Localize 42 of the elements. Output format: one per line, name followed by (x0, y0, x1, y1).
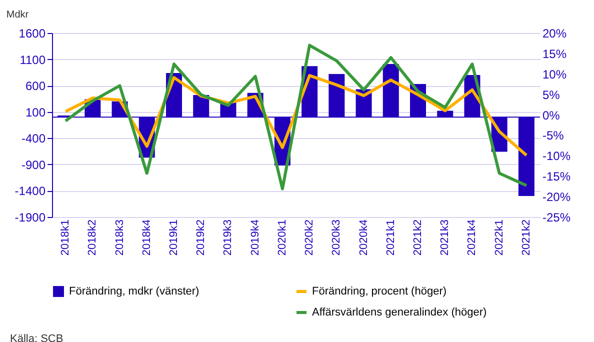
legend-label: Affärsvärldens generalindex (höger) (312, 306, 487, 318)
legend-label: Förändring, mdkr (vänster) (69, 286, 200, 298)
y-tick-label: 100 (25, 105, 46, 120)
y-tick-label: 600 (25, 79, 46, 94)
y2-tick-label: -5% (542, 128, 564, 143)
x-tick-label: 2020k3 (330, 220, 343, 256)
x-tick-label: 2021k4 (466, 220, 478, 256)
y2-tick-label: 15% (542, 46, 567, 61)
y2-tick-label: 0% (542, 108, 560, 122)
y-tick-label: -1900 (14, 210, 46, 224)
x-tick-label: 2020k1 (276, 220, 288, 256)
x-tick-label: 2021k1 (384, 220, 397, 256)
x-tick-label: 2018k3 (114, 220, 126, 256)
y2-tick-label: 20% (542, 26, 567, 40)
y-tick-label: 1100 (20, 52, 46, 67)
x-tick-label: 2018k2 (86, 220, 99, 256)
x-tick-label: 2019k3 (222, 220, 234, 256)
y-tick-label: -1400 (14, 184, 46, 198)
text: Källa: SCB (10, 333, 64, 342)
x-tick-label: 2018k1 (60, 220, 72, 256)
legend-label: Förändring, procent (höger) (312, 286, 447, 298)
y-tick-label: -900 (21, 158, 46, 172)
x-tick-label: 2021k2 (520, 220, 532, 256)
y2-tick-label: 10% (542, 67, 567, 82)
y2-tick-label: -25% (542, 210, 571, 224)
x-tick-label: 2019k4 (249, 220, 262, 256)
x-tick-label: 2020k4 (358, 220, 370, 256)
y2-tick-label: -10% (542, 149, 571, 164)
x-tick-label: 2022k1 (493, 220, 506, 256)
line-series (64, 44, 528, 190)
y2-tick-label: -20% (542, 190, 571, 204)
x-tick-label: 2018k4 (140, 220, 153, 256)
x-tick-label: 2021k3 (439, 220, 452, 256)
x-tick-label: 2019k1 (168, 220, 180, 256)
x-tick-label: 2020k2 (304, 220, 316, 256)
y-tick-label: 1600 (18, 26, 46, 40)
y-tick-label: -400 (21, 132, 46, 146)
y2-tick-label: 5% (542, 88, 560, 102)
y-axis-title: Mdkr (6, 10, 30, 20)
y2-tick-label: -15% (542, 170, 571, 184)
x-tick-label: 2019k2 (195, 220, 208, 256)
x-tick-label: 2021k2 (412, 220, 424, 256)
